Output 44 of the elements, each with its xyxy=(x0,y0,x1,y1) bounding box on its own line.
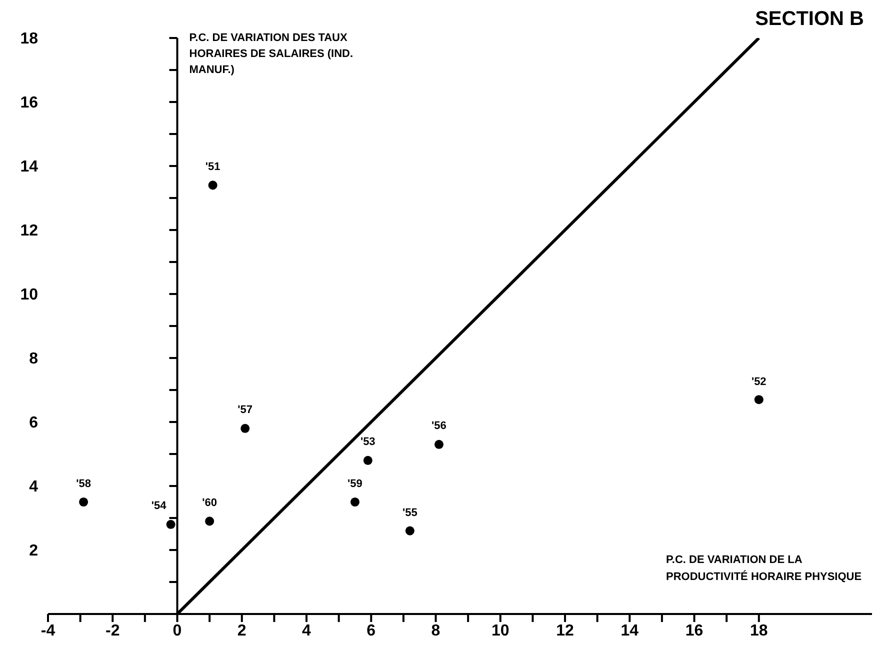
x-axis-title: P.C. DE VARIATION DE LA PRODUCTIVITÉ HORAIRE PHYSIQUE xyxy=(666,553,863,585)
annotation: '60 xyxy=(201,497,218,510)
y-tick-label: 6 xyxy=(29,414,38,432)
x-tick-label: 0 xyxy=(172,622,182,640)
annotation: '54 xyxy=(150,500,168,514)
x-tick-label: 2 xyxy=(237,622,246,640)
point xyxy=(754,395,764,404)
x-tick-label: 8 xyxy=(431,622,440,640)
x-tick-label: -2 xyxy=(106,622,120,640)
point xyxy=(434,440,444,449)
x-tick-label: 14 xyxy=(620,622,639,640)
y-tick-label: 14 xyxy=(20,158,38,176)
annotation: '56 xyxy=(430,420,448,434)
y-tick-label: 4 xyxy=(29,478,38,496)
point xyxy=(205,516,214,526)
point xyxy=(363,456,372,465)
x-tick-label: 10 xyxy=(491,622,510,640)
x-tick-label: 16 xyxy=(685,622,704,640)
annotation: '57 xyxy=(236,404,254,418)
x-tick-label: 4 xyxy=(302,622,312,640)
y-tick-label: 10 xyxy=(20,286,38,304)
annotation: '53 xyxy=(359,436,376,450)
point xyxy=(240,424,250,433)
y-tick-label: 12 xyxy=(20,222,38,240)
x-tick-label: 12 xyxy=(556,622,574,640)
point xyxy=(79,497,88,507)
annotation: '51 xyxy=(204,161,222,174)
annotation: '55 xyxy=(401,506,418,520)
annotation: '52 xyxy=(750,376,768,389)
annotation: '59 xyxy=(346,478,364,491)
y-tick-label: 2 xyxy=(29,542,38,560)
y-tick-label: 18 xyxy=(20,30,38,48)
x-tick-label: 6 xyxy=(366,622,376,640)
point xyxy=(405,526,414,536)
point xyxy=(208,180,218,190)
point xyxy=(350,497,360,507)
y-axis-title: P.C. DE VARIATION DES TAUX HORAIRES DE SALAIRES (IND. MANUF.) xyxy=(189,31,354,78)
chart-title: SECTION B xyxy=(755,8,864,31)
x-tick-label: 18 xyxy=(750,622,768,640)
point xyxy=(166,520,176,529)
y-tick-label: 16 xyxy=(20,94,38,112)
annotation: '58 xyxy=(75,478,92,491)
y-tick-label: 8 xyxy=(29,350,38,368)
x-tick-label: -4 xyxy=(40,622,56,640)
